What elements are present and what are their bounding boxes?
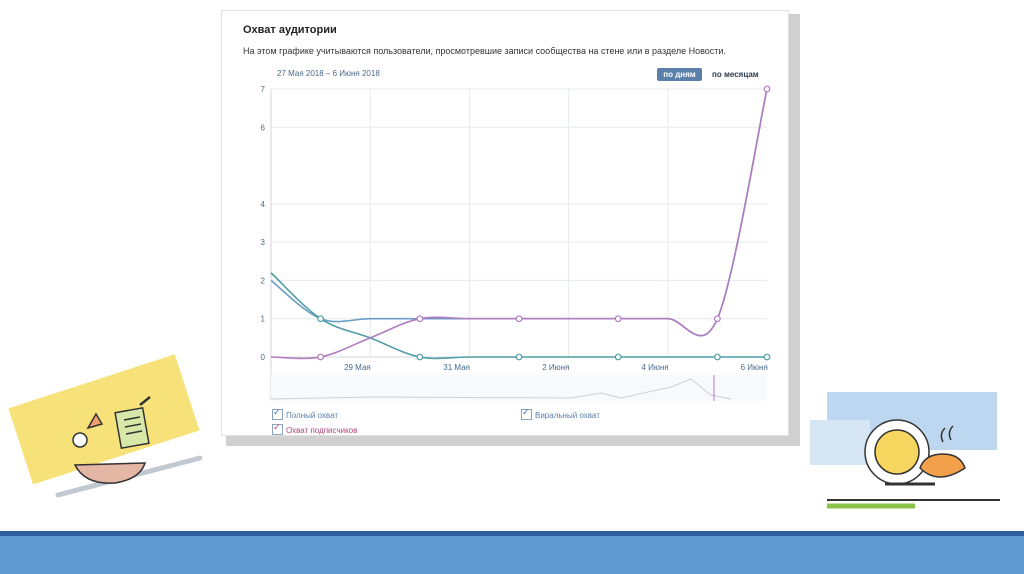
data-point [317, 353, 324, 361]
checkbox-icon[interactable] [272, 407, 283, 420]
data-point [515, 315, 523, 323]
x-tick-label: 29 Мая [344, 363, 371, 372]
y-tick-label: 2 [261, 276, 266, 285]
data-point [714, 353, 721, 361]
by-months-button[interactable]: по месяцам [712, 70, 759, 79]
card-title: Охват аудитории [243, 24, 337, 36]
date-range[interactable]: 27 Мая 2018 – 6 Июня 2018 [277, 69, 380, 78]
data-point [614, 353, 622, 361]
card-description: На этом графике учитываются пользователи… [243, 46, 726, 56]
data-point [763, 353, 771, 361]
audience-reach-card: Охват аудитории На этом графике учитываю… [221, 10, 789, 436]
data-point [763, 85, 771, 93]
plate-illustration [864, 419, 966, 486]
x-tick-label: 6 Июня [741, 363, 768, 372]
checkbox-icon[interactable] [272, 422, 283, 435]
bottom-band-line [0, 531, 1024, 536]
food-illustration-left [8, 354, 203, 498]
recipe-illustration [72, 396, 151, 484]
food-illustration-right [810, 392, 1000, 509]
y-tick-label: 0 [261, 353, 266, 362]
by-days-button[interactable]: по дням [657, 68, 702, 81]
y-tick-label: 6 [261, 123, 266, 132]
navigator-line [270, 378, 732, 400]
data-point [714, 315, 721, 323]
data-point [317, 315, 324, 323]
checkbox-icon[interactable] [521, 407, 532, 420]
bottom-band [0, 531, 1024, 574]
y-tick-label: 7 [261, 85, 266, 94]
legend-subscriber-reach[interactable]: Охват подписчиков [272, 422, 357, 435]
plot-area [271, 89, 767, 357]
x-tick-label: 4 Июня [641, 363, 668, 372]
legend-viral-reach[interactable]: Виральный охват [521, 407, 600, 420]
y-tick-label: 3 [261, 238, 266, 247]
yellow-brush-stroke [8, 354, 200, 485]
data-point [416, 353, 424, 361]
data-point [614, 315, 622, 323]
y-tick-label: 4 [261, 200, 266, 209]
data-point [416, 315, 424, 323]
legend-full-reach[interactable]: Полный охват [272, 407, 338, 420]
x-tick-label: 31 Мая [443, 363, 470, 372]
y-tick-label: 1 [261, 315, 266, 324]
reach-chart: 0 1 2 3 4 6 7 29 Мая 31 Мая 2 Июня 4 Июня 6 Июня [261, 85, 771, 401]
data-point [515, 353, 523, 361]
x-tick-label: 2 Июня [542, 363, 569, 372]
light-blue-brush-stroke [810, 420, 870, 465]
navigator-strip [271, 375, 767, 401]
